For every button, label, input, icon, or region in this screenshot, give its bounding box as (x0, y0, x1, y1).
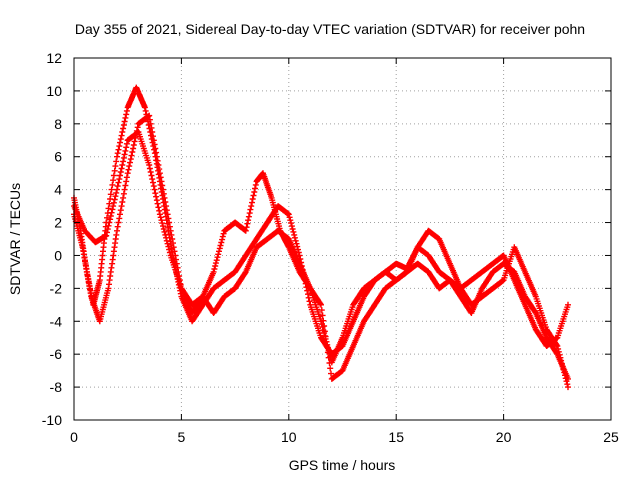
axis-ticks (73, 57, 612, 421)
x-tick-label: 15 (388, 429, 404, 445)
y-tick-label: 8 (54, 116, 62, 132)
series-track-a (71, 84, 571, 391)
y-tick-label: 0 (54, 247, 62, 263)
x-tick-label: 25 (603, 429, 619, 445)
series-markers (71, 84, 571, 391)
plot-frame (73, 57, 612, 421)
y-axis-label: SDTVAR / TECUs (7, 183, 23, 295)
y-tick-label: 2 (54, 215, 62, 231)
y-tick-label: -6 (50, 346, 63, 362)
y-tick-labels: -10 -8 -6 -4 -2 0 2 4 6 8 10 12 (42, 50, 62, 428)
y-tick-label: 6 (54, 149, 62, 165)
x-tick-label: 5 (178, 429, 186, 445)
chart-title: Day 355 of 2021, Sidereal Day-to-day VTE… (75, 21, 585, 37)
data-marks (71, 84, 571, 391)
y-tick-label: -10 (42, 412, 62, 428)
x-tick-labels: 0 5 10 15 20 25 (70, 429, 619, 445)
y-tick-label: 12 (46, 50, 62, 66)
y-tick-label: -2 (50, 280, 63, 296)
x-axis-label: GPS time / hours (289, 457, 396, 473)
y-tick-label: 4 (54, 182, 62, 198)
x-tick-label: 10 (281, 429, 297, 445)
x-tick-label: 0 (70, 429, 78, 445)
y-tick-label: 10 (46, 83, 62, 99)
y-tick-label: -8 (50, 379, 63, 395)
x-tick-label: 20 (496, 429, 512, 445)
y-tick-label: -4 (50, 313, 63, 329)
